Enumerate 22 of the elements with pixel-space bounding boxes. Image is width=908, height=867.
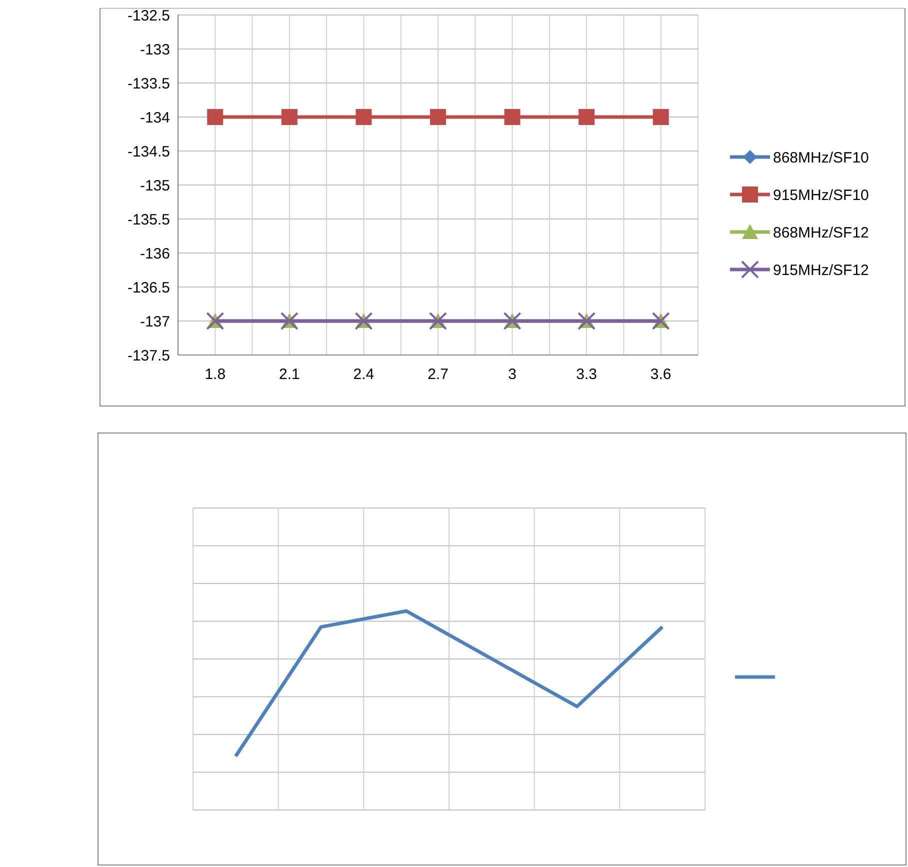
y-tick-label: -132.5 (127, 7, 170, 24)
y-tick-label: -134 (140, 109, 170, 126)
x-tick-label: 3.3 (576, 366, 597, 383)
y-tick-label: -133.5 (127, 75, 170, 92)
y-tick-label: -137.5 (127, 347, 170, 364)
x-tick-label: 2.7 (428, 366, 448, 383)
x-tick-label: 3 (508, 366, 516, 383)
y-tick-label: -135.5 (127, 211, 170, 228)
legend-label: 868MHz/SF10 (773, 149, 869, 166)
x-tick-label: 3.6 (650, 366, 672, 383)
y-tick-label: -136 (140, 245, 170, 262)
x-tick-label: 2.1 (279, 366, 300, 383)
x-tick-label: 2.4 (353, 366, 374, 383)
y-tick-label: -135 (140, 177, 170, 194)
y-tick-label: -136.5 (127, 279, 170, 296)
y-tick-label: -137 (140, 313, 170, 330)
y-tick-label: -133 (140, 41, 170, 58)
legend-label: 915MHz/SF10 (773, 186, 869, 204)
x-tick-label: 1.8 (204, 366, 226, 383)
y-tick-label: -134.5 (127, 143, 170, 160)
legend-label: 868MHz/SF12 (773, 224, 869, 242)
legend-label: 915MHz/SF12 (773, 262, 869, 279)
